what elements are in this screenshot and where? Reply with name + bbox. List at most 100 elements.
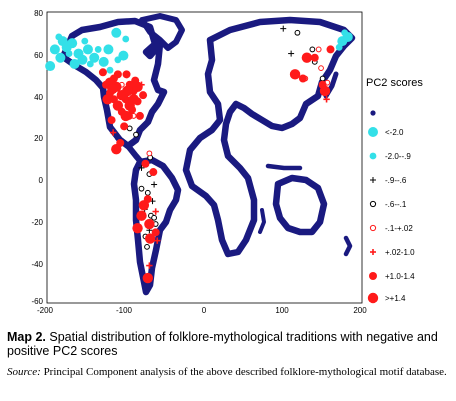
marker-red-large bbox=[120, 110, 131, 122]
australia-outline bbox=[272, 174, 328, 236]
legend-label: -.6--.1 bbox=[385, 200, 407, 209]
marker-red-large bbox=[319, 85, 331, 97]
legend-marker-red-large bbox=[367, 292, 379, 304]
y-tick-label: 0 bbox=[39, 176, 44, 185]
marker-cyan-large bbox=[45, 61, 56, 72]
marker-cyan-small bbox=[106, 66, 114, 74]
marker-red-large bbox=[142, 272, 153, 284]
marker-ring-black bbox=[294, 29, 301, 36]
marker-plus-red bbox=[109, 129, 117, 136]
y-axis: 80 60 40 20 0 -20 -40 -60 bbox=[31, 9, 43, 306]
marker-red-medium bbox=[139, 91, 148, 100]
legend-label: -.9--.6 bbox=[385, 176, 407, 185]
marker-cyan-large bbox=[118, 50, 129, 61]
marker-red-medium bbox=[122, 70, 131, 79]
y-tick-label: -20 bbox=[31, 218, 43, 227]
greenland-outline bbox=[139, 13, 185, 51]
marker-cyan-large bbox=[55, 52, 66, 63]
marker-red-large bbox=[138, 200, 150, 211]
marker-red-large bbox=[136, 210, 147, 221]
plot-frame bbox=[46, 11, 363, 304]
legend-marker-plus-black bbox=[370, 177, 376, 183]
y-tick-label: -40 bbox=[31, 260, 43, 269]
marker-ring-black bbox=[144, 243, 150, 250]
marker-ring-black bbox=[144, 189, 151, 196]
marker-cyan-small bbox=[122, 35, 130, 43]
caption-label: Map 2. bbox=[7, 330, 46, 344]
legend-label: +.02-1.0 bbox=[385, 248, 415, 257]
legend-title: PC2 scores bbox=[366, 77, 423, 89]
marker-cyan-large bbox=[82, 44, 93, 55]
source-label: Source: bbox=[7, 366, 41, 378]
legend-marker-cyan-small bbox=[369, 152, 377, 160]
marker-cyan-large bbox=[49, 44, 60, 55]
marker-red-medium bbox=[149, 168, 158, 177]
x-tick-label: 0 bbox=[202, 306, 207, 315]
marker-cyan-small bbox=[114, 56, 122, 64]
marker-red-medium bbox=[135, 111, 144, 120]
south-america-outline bbox=[130, 156, 182, 296]
distribution-map: -200 -100 0 100 200 80 60 40 20 0 -20 -4… bbox=[31, 9, 423, 315]
y-tick-label: -60 bbox=[31, 297, 43, 306]
legend-label: +1.0-1.4 bbox=[385, 272, 415, 281]
x-axis: -200 -100 0 100 200 bbox=[37, 306, 367, 315]
marker-ring-black bbox=[319, 75, 326, 82]
marker-red-large bbox=[116, 89, 128, 101]
x-tick-label: 100 bbox=[275, 306, 289, 315]
marker-red-medium bbox=[98, 68, 107, 77]
marker-cyan-large bbox=[67, 38, 78, 49]
marker-red-large bbox=[107, 83, 118, 95]
legend-label: -2.0--.9 bbox=[385, 152, 411, 161]
legend-marker-cyan-large bbox=[368, 127, 378, 137]
marker-cyan-large bbox=[103, 44, 114, 55]
eurasia-africa-outline bbox=[182, 16, 356, 258]
marker-red-large bbox=[102, 94, 113, 105]
marker-plus-red bbox=[146, 262, 153, 269]
marker-cyan-large bbox=[111, 27, 122, 38]
legend-marker-red-medium bbox=[369, 272, 377, 280]
marker-ring-black bbox=[309, 46, 316, 53]
marker-ring-red bbox=[315, 46, 322, 53]
marker-red-large bbox=[144, 218, 155, 230]
x-tick-label: 200 bbox=[353, 306, 367, 315]
legend-marker-ring-red bbox=[369, 224, 377, 232]
marker-red-medium bbox=[107, 116, 116, 125]
marker-cyan-small bbox=[81, 37, 89, 45]
marker-red-large bbox=[112, 100, 124, 111]
caption-text: Spatial distribution of folklore-mytholo… bbox=[7, 330, 438, 358]
marker-red-medium bbox=[298, 74, 307, 83]
y-tick-label: 40 bbox=[34, 93, 43, 102]
marker-plus-black bbox=[288, 50, 295, 57]
marker-red-medium bbox=[310, 53, 319, 62]
marker-red-large bbox=[132, 222, 143, 234]
marker-layer bbox=[45, 25, 353, 284]
source-text: Principal Component analysis of the abov… bbox=[43, 366, 447, 378]
figure-source: Source: Principal Component analysis of … bbox=[7, 366, 452, 378]
marker-red-medium bbox=[151, 228, 160, 237]
legend-marker-navy-dot bbox=[370, 110, 376, 116]
marker-ring-red bbox=[318, 65, 324, 72]
marker-plus-black bbox=[280, 25, 287, 32]
legend-marker-ring-black bbox=[369, 200, 377, 208]
figure-caption: Map 2. Spatial distribution of folklore-… bbox=[7, 330, 449, 358]
marker-ring-red bbox=[146, 150, 153, 157]
marker-red-medium bbox=[141, 159, 150, 168]
marker-cyan-large bbox=[98, 56, 109, 67]
new-zealand-outline bbox=[343, 235, 353, 257]
marker-plus-red bbox=[152, 208, 159, 215]
marker-red-large bbox=[289, 69, 301, 80]
marker-ring-black bbox=[138, 185, 145, 192]
north-america-outline bbox=[59, 17, 168, 150]
marker-red-medium bbox=[326, 45, 335, 54]
legend-label: >+1.4 bbox=[385, 294, 406, 303]
marker-cyan-small bbox=[65, 50, 73, 57]
y-tick-label: 20 bbox=[34, 134, 43, 143]
marker-red-large bbox=[124, 100, 135, 111]
marker-cyan-large bbox=[69, 58, 80, 69]
marker-red-medium bbox=[120, 122, 129, 131]
marker-cyan-small bbox=[55, 33, 63, 41]
indonesia-outline bbox=[265, 163, 303, 171]
marker-cyan-large bbox=[89, 52, 100, 63]
legend-label: <-2.0 bbox=[385, 128, 404, 137]
madagascar-outline bbox=[258, 208, 266, 234]
